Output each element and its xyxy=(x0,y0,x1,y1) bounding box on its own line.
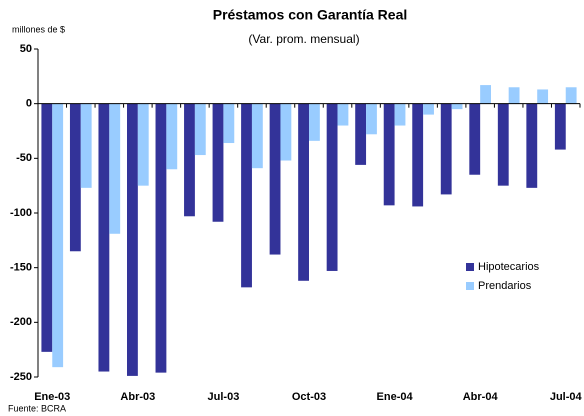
y-tick-label: -200 xyxy=(10,316,32,328)
bar xyxy=(309,103,320,141)
chart-title: Préstamos con Garantía Real xyxy=(213,7,408,23)
x-tick-label: Ene-04 xyxy=(377,391,414,403)
bar xyxy=(451,103,463,110)
bar xyxy=(69,103,81,252)
bar xyxy=(127,103,138,376)
bar xyxy=(469,103,481,175)
x-tick-label: Oct-03 xyxy=(292,391,326,403)
bar xyxy=(184,103,195,217)
legend-label: Prendarios xyxy=(478,280,532,292)
bar xyxy=(355,103,367,165)
bar xyxy=(394,103,406,126)
bar xyxy=(383,103,395,206)
bar xyxy=(537,89,549,104)
y-tick-label: -100 xyxy=(10,207,32,219)
x-tick-label: Abr-03 xyxy=(120,391,155,403)
bar xyxy=(166,103,178,170)
bar xyxy=(269,103,281,255)
bar xyxy=(137,103,149,186)
bar xyxy=(109,103,121,234)
y-axis-label: millones de $ xyxy=(12,24,65,34)
bar xyxy=(194,103,206,156)
bar xyxy=(326,103,338,271)
chart-subtitle: (Var. prom. mensual) xyxy=(248,32,359,46)
legend-label: Hipotecarios xyxy=(478,261,540,273)
bar xyxy=(554,103,566,150)
bar xyxy=(480,85,491,104)
bar xyxy=(565,87,577,104)
y-tick-label: -50 xyxy=(16,152,32,164)
bar xyxy=(337,103,349,126)
x-tick-label: Abr-04 xyxy=(463,391,499,403)
bar xyxy=(98,103,110,372)
bar xyxy=(241,103,252,288)
x-tick-label: Jul-04 xyxy=(550,391,583,403)
bar xyxy=(251,103,263,169)
bar xyxy=(508,87,520,104)
bar xyxy=(412,103,424,207)
bar xyxy=(366,103,377,135)
bar xyxy=(423,103,434,115)
bar xyxy=(223,103,235,144)
source: Fuente: BCRA xyxy=(8,403,66,413)
x-tick-label: Jul-03 xyxy=(208,391,240,403)
bar xyxy=(497,103,509,186)
y-tick-label: -250 xyxy=(10,371,32,383)
bar xyxy=(52,103,64,368)
bar xyxy=(212,103,224,222)
legend-swatch xyxy=(466,263,474,271)
bar xyxy=(440,103,452,195)
y-tick-label: -150 xyxy=(10,262,32,274)
bar xyxy=(526,103,538,188)
x-tick-label: Ene-03 xyxy=(34,391,70,403)
y-tick-label: 0 xyxy=(26,98,32,110)
bar xyxy=(298,103,309,281)
bar xyxy=(155,103,167,373)
legend-swatch xyxy=(466,282,474,290)
y-tick-label: 50 xyxy=(20,43,32,55)
bar xyxy=(41,103,53,352)
bar xyxy=(280,103,292,161)
bar xyxy=(80,103,92,188)
